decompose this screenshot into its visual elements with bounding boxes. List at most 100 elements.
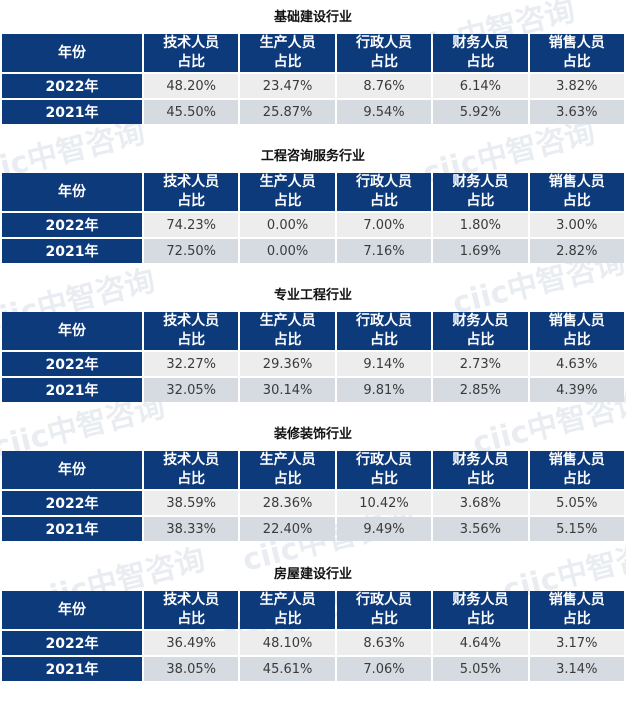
header-year: 年份 [2,591,142,629]
value-cell: 1.80% [433,213,528,237]
header-sales: 销售人员 占比 [529,591,624,629]
header-line: 技术人员 [163,592,220,608]
value-cell: 8.76% [336,74,432,98]
header-row: 年份 技术人员 占比 生产人员 占比 行政人员 占比 财务人员 占比 销售人员 占比 [2,591,624,629]
value-cell: 4.64% [433,631,528,655]
header-line: 生产人员 [259,592,316,608]
value-cell: 9.49% [336,517,432,541]
header-line: 占比 [369,611,398,627]
header-line: 占比 [369,471,398,487]
section-title: 房屋建设行业 [273,567,352,582]
header-line: 占比 [177,332,206,348]
header-admin: 行政人员 占比 [336,34,432,72]
header-line: 行政人员 [355,592,412,608]
table-row: 2022年 48.20% 23.47% 8.76% 6.14% 3.82% [2,74,624,98]
value-cell: 32.05% [144,378,239,402]
header-fin: 财务人员 占比 [433,451,528,489]
header-line: 占比 [562,193,591,209]
header-fin: 财务人员 占比 [433,312,528,350]
header-line: 技术人员 [163,452,220,468]
value-cell: 5.05% [529,491,624,515]
table-row: 2021年 72.50% 0.00% 7.16% 1.69% 2.82% [2,239,624,263]
header-line: 占比 [562,471,591,487]
value-cell: 72.50% [144,239,239,263]
section-title: 装修装饰行业 [273,427,352,442]
value-cell: 29.36% [240,352,335,376]
header-sales: 销售人员 占比 [529,451,624,489]
value-cell: 48.20% [144,74,239,98]
table-row: 2022年 36.49% 48.10% 8.63% 4.64% 3.17% [2,631,624,655]
header-line: 占比 [369,332,398,348]
header-line: 占比 [273,611,302,627]
header-line: 销售人员 [548,313,605,329]
header-line: 技术人员 [163,35,220,51]
value-cell: 3.17% [529,631,624,655]
value-cell: 0.00% [240,239,335,263]
header-line: 占比 [273,471,302,487]
value-cell: 0.00% [240,213,335,237]
header-line: 技术人员 [163,174,220,190]
value-cell: 5.15% [529,517,624,541]
year-cell: 2021年 [2,517,142,541]
header-line: 占比 [369,193,398,209]
header-year: 年份 [2,173,142,211]
value-cell: 6.14% [433,74,528,98]
header-line: 占比 [177,193,206,209]
header-line: 占比 [466,54,495,70]
header-sales: 销售人员 占比 [529,173,624,211]
value-cell: 7.16% [336,239,432,263]
value-cell: 3.14% [529,657,624,681]
header-line: 销售人员 [548,35,605,51]
header-line: 占比 [466,611,495,627]
header-line: 占比 [177,471,206,487]
table-row: 2022年 74.23% 0.00% 7.00% 1.80% 3.00% [2,213,624,237]
header-line: 占比 [466,332,495,348]
value-cell: 3.82% [529,74,624,98]
header-prod: 生产人员 占比 [240,591,335,629]
header-fin: 财务人员 占比 [433,34,528,72]
section-title: 工程咨询服务行业 [260,149,365,164]
data-table: 年份 技术人员 占比 生产人员 占比 行政人员 占比 财务人员 占比 销售人员 占比 20… [0,310,626,404]
header-line: 销售人员 [548,174,605,190]
value-cell: 38.33% [144,517,239,541]
header-line: 行政人员 [355,313,412,329]
header-line: 行政人员 [355,452,412,468]
year-cell: 2021年 [2,239,142,263]
header-prod: 生产人员 占比 [240,34,335,72]
table-row: 2021年 45.50% 25.87% 9.54% 5.92% 3.63% [2,100,624,124]
header-row: 年份 技术人员 占比 生产人员 占比 行政人员 占比 财务人员 占比 销售人员 占比 [2,312,624,350]
header-tech: 技术人员 占比 [144,312,239,350]
header-prod: 生产人员 占比 [240,173,335,211]
data-table: 年份 技术人员 占比 生产人员 占比 行政人员 占比 财务人员 占比 销售人员 占比 20… [0,32,626,126]
year-cell: 2021年 [2,657,142,681]
section-title: 专业工程行业 [273,288,352,303]
year-cell: 2022年 [2,213,142,237]
header-row: 年份 技术人员 占比 生产人员 占比 行政人员 占比 财务人员 占比 销售人员 占比 [2,451,624,489]
header-line: 财务人员 [452,592,509,608]
header-line: 财务人员 [452,452,509,468]
header-line: 占比 [369,54,398,70]
header-line: 占比 [562,611,591,627]
value-cell: 3.63% [529,100,624,124]
header-line: 占比 [273,332,302,348]
header-line: 财务人员 [452,174,509,190]
data-table: 年份 技术人员 占比 生产人员 占比 行政人员 占比 财务人员 占比 销售人员 占比 20… [0,449,626,543]
value-cell: 32.27% [144,352,239,376]
value-cell: 9.14% [336,352,432,376]
data-table: 年份 技术人员 占比 生产人员 占比 行政人员 占比 财务人员 占比 销售人员 占比 20… [0,589,626,683]
header-prod: 生产人员 占比 [240,451,335,489]
header-prod: 生产人员 占比 [240,312,335,350]
header-year: 年份 [2,451,142,489]
value-cell: 10.42% [336,491,432,515]
value-cell: 3.00% [529,213,624,237]
year-cell: 2021年 [2,100,142,124]
value-cell: 4.63% [529,352,624,376]
header-line: 生产人员 [259,174,316,190]
data-table: 年份 技术人员 占比 生产人员 占比 行政人员 占比 财务人员 占比 销售人员 占比 20… [0,171,626,265]
value-cell: 36.49% [144,631,239,655]
value-cell: 25.87% [240,100,335,124]
header-tech: 技术人员 占比 [144,591,239,629]
value-cell: 38.59% [144,491,239,515]
header-line: 行政人员 [355,35,412,51]
table-row: 2021年 38.33% 22.40% 9.49% 3.56% 5.15% [2,517,624,541]
